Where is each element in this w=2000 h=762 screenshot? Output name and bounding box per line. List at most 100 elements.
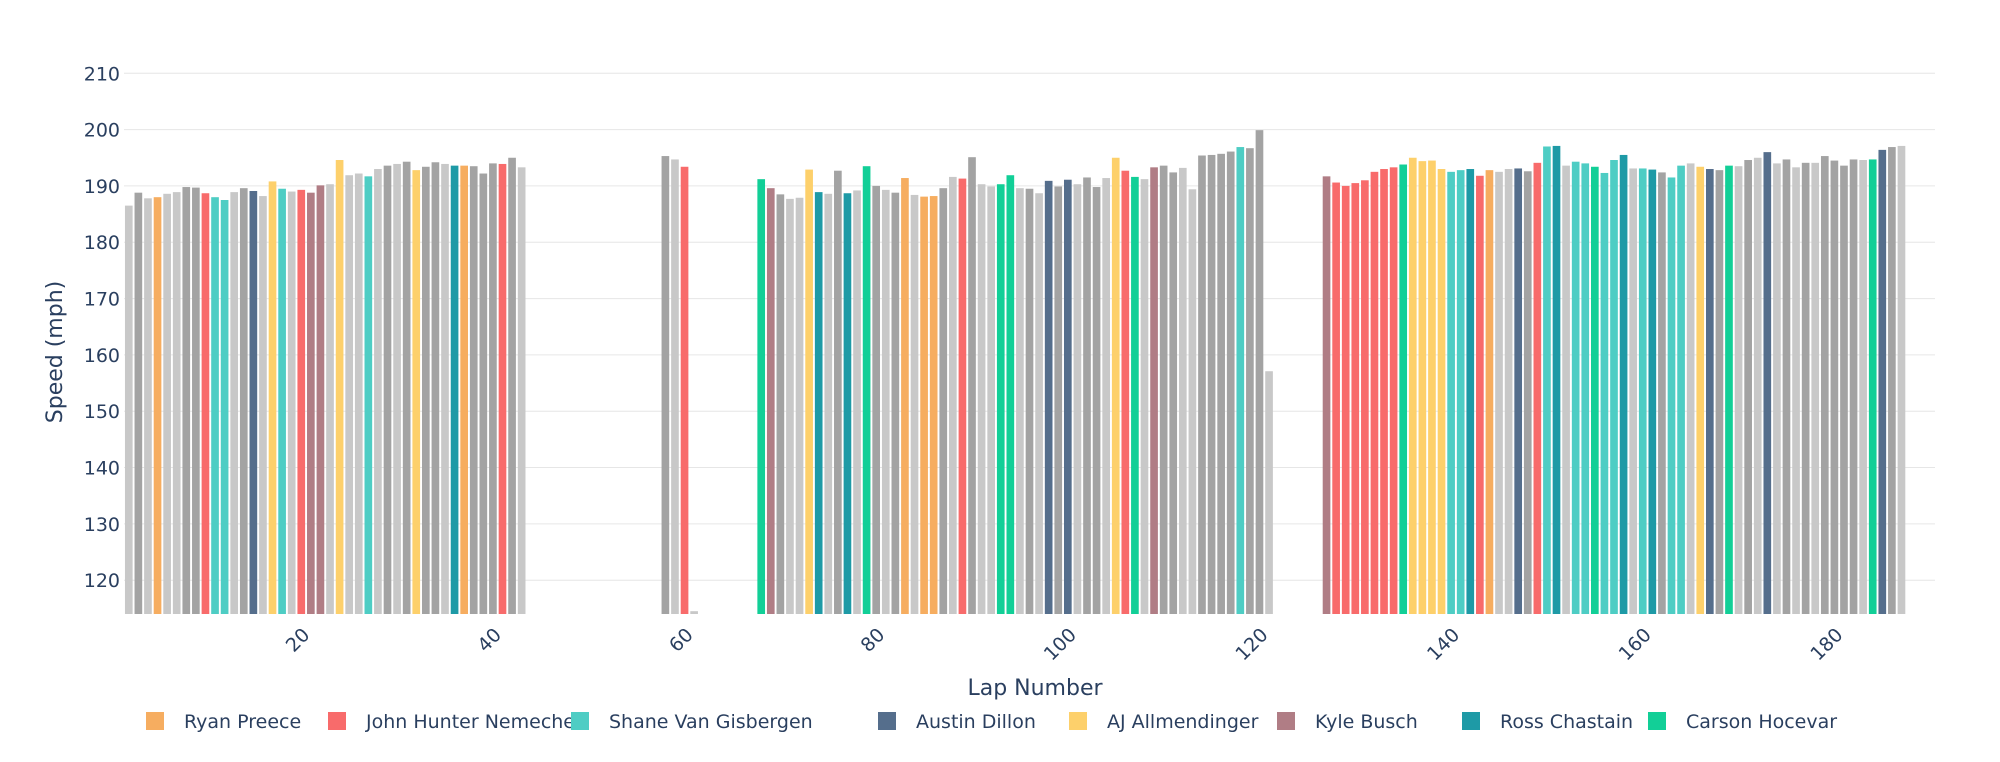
bar-lap-89 xyxy=(968,157,976,614)
bar-lap-119 xyxy=(1255,130,1264,615)
bar-lap-174 xyxy=(1782,159,1791,615)
bar-lap-86 xyxy=(939,188,948,614)
bar-lap-12 xyxy=(230,192,239,614)
bar-lap-116 xyxy=(1226,151,1235,614)
bar-lap-102 xyxy=(1092,187,1101,614)
bar-lap-131 xyxy=(1370,171,1379,614)
bar-lap-133 xyxy=(1389,167,1398,614)
bar-lap-161 xyxy=(1658,172,1666,614)
bar-lap-60 xyxy=(690,611,698,614)
legend-swatch xyxy=(878,712,896,730)
bar-lap-147 xyxy=(1523,171,1532,614)
bar-lap-126 xyxy=(1322,176,1331,615)
bar-lap-162 xyxy=(1667,177,1676,614)
x-axis-title: Lap Number xyxy=(967,676,1103,701)
bar-lap-142 xyxy=(1476,175,1484,614)
bar-lap-169 xyxy=(1734,166,1743,614)
x-tick-label: 20 xyxy=(282,624,315,657)
bar-lap-99 xyxy=(1063,179,1072,614)
bar-lap-167 xyxy=(1715,170,1724,614)
bar-lap-152 xyxy=(1571,161,1580,615)
bar-lap-24 xyxy=(345,175,354,615)
bar-lap-68 xyxy=(766,188,775,614)
bar-lap-57 xyxy=(661,156,670,614)
bar-lap-59 xyxy=(680,166,689,615)
bar-lap-80 xyxy=(881,189,890,615)
bar-lap-101 xyxy=(1083,177,1091,614)
bar-lap-73 xyxy=(814,192,823,614)
bar-lap-11 xyxy=(220,200,229,614)
bar-lap-120 xyxy=(1265,371,1273,614)
bar-lap-8 xyxy=(192,187,200,615)
bar-lap-179 xyxy=(1830,160,1839,615)
y-tick-label: 160 xyxy=(84,345,120,367)
y-tick-label: 170 xyxy=(84,289,120,311)
bar-lap-28 xyxy=(383,165,392,615)
legend-label: Austin Dillon xyxy=(916,711,1036,733)
bar-lap-156 xyxy=(1610,160,1618,614)
bar-lap-176 xyxy=(1801,162,1810,614)
bar-lap-38 xyxy=(479,173,488,614)
y-tick-label: 210 xyxy=(84,63,120,85)
bar-lap-91 xyxy=(987,186,996,614)
bar-lap-151 xyxy=(1562,165,1570,615)
bar-lap-82 xyxy=(901,178,909,614)
x-tick-label: 100 xyxy=(1040,624,1081,665)
bar-lap-97 xyxy=(1044,180,1053,614)
bar-lap-112 xyxy=(1188,189,1197,614)
bar-lap-106 xyxy=(1131,176,1139,614)
bar-lap-90 xyxy=(977,184,986,614)
bar-lap-115 xyxy=(1217,153,1225,614)
legend-label: Kyle Busch xyxy=(1315,711,1418,733)
bar-lap-36 xyxy=(460,165,468,615)
bar-lap-70 xyxy=(786,198,794,614)
x-tick-label: 140 xyxy=(1423,624,1464,665)
bar-lap-168 xyxy=(1725,165,1733,615)
bar-lap-108 xyxy=(1150,167,1158,614)
bar-lap-75 xyxy=(834,170,842,614)
bar-lap-164 xyxy=(1686,163,1695,614)
bar-lap-155 xyxy=(1600,172,1609,615)
bar-lap-149 xyxy=(1543,146,1551,614)
bar-lap-23 xyxy=(335,160,344,614)
bar-lap-26 xyxy=(364,176,373,615)
x-tick-label: 120 xyxy=(1231,624,1272,665)
legend-swatch xyxy=(328,712,346,730)
bar-lap-154 xyxy=(1591,166,1599,615)
bar-lap-117 xyxy=(1236,147,1245,615)
bar-lap-17 xyxy=(278,188,286,615)
legend-label: Shane Van Gisbergen xyxy=(609,711,813,733)
bar-lap-145 xyxy=(1504,169,1513,615)
bar-lap-94 xyxy=(1016,188,1024,614)
bar-lap-10 xyxy=(211,197,219,615)
bar-lap-2 xyxy=(134,192,143,614)
y-tick-label: 150 xyxy=(84,401,120,423)
bar-lap-100 xyxy=(1073,184,1082,614)
bar-lap-113 xyxy=(1198,155,1206,614)
bar-lap-128 xyxy=(1341,185,1350,614)
bar-lap-40 xyxy=(498,163,507,614)
y-tick-label: 190 xyxy=(84,176,120,198)
bar-lap-160 xyxy=(1648,169,1657,614)
y-tick-label: 200 xyxy=(84,120,120,142)
bar-lap-18 xyxy=(287,191,296,614)
bar-lap-184 xyxy=(1878,149,1887,614)
bar-lap-35 xyxy=(450,165,459,615)
bar-lap-104 xyxy=(1111,157,1120,614)
bar-lap-19 xyxy=(297,189,306,615)
x-tick-label: 180 xyxy=(1806,624,1847,665)
bar-lap-178 xyxy=(1820,156,1829,614)
legend-label: AJ Allmendinger xyxy=(1107,711,1259,733)
bar-lap-5 xyxy=(163,193,171,614)
bar-lap-96 xyxy=(1035,193,1043,614)
bar-lap-107 xyxy=(1140,179,1149,614)
bar-lap-105 xyxy=(1121,170,1130,614)
bar-lap-34 xyxy=(441,163,449,614)
legend-swatch xyxy=(571,712,589,730)
bar-lap-129 xyxy=(1351,183,1360,614)
bar-lap-22 xyxy=(326,184,334,614)
y-axis-title: Speed (mph) xyxy=(43,281,68,423)
legend-label: Ross Chastain xyxy=(1500,711,1633,733)
bar-lap-170 xyxy=(1744,160,1752,614)
bar-lap-141 xyxy=(1466,169,1475,615)
